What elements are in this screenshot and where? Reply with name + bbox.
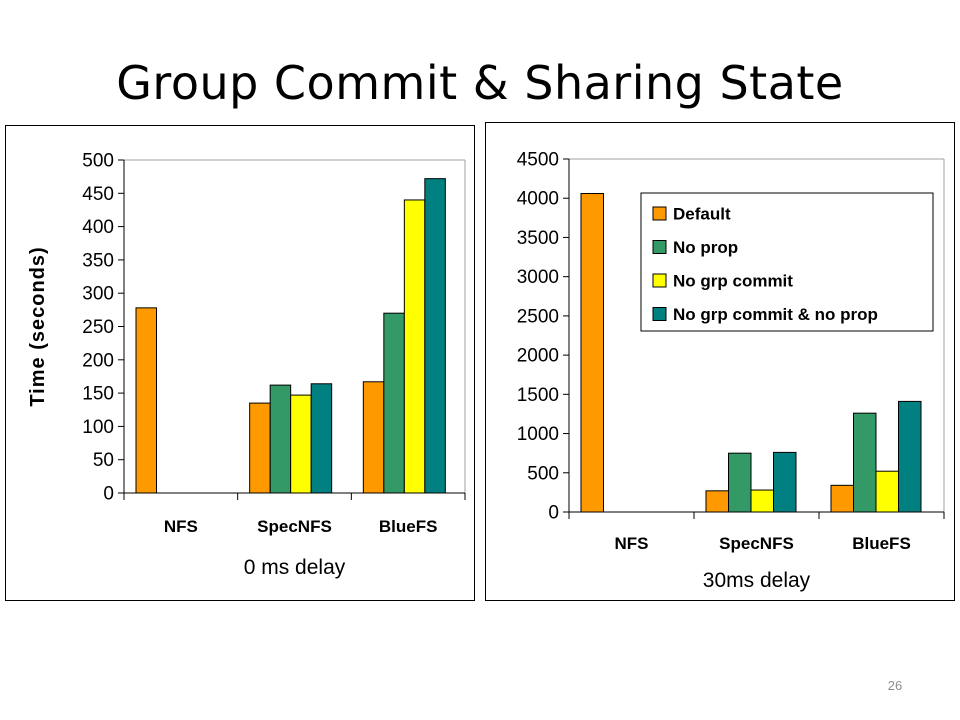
chart1-bar-specnfs-no-grp-commit — [290, 394, 312, 494]
chart2-bar-specnfs-no-prop — [728, 452, 752, 513]
chart2-bar-specnfs-default — [705, 490, 729, 513]
chart1-y-tick-label: 200 — [82, 350, 114, 371]
chart2-category-label-bluefs: BlueFS — [852, 534, 911, 553]
chart2-bar-bluefs-default — [830, 484, 854, 513]
chart2-y-tick-label: 2500 — [517, 306, 559, 327]
chart1-y-tick-label: 100 — [82, 417, 114, 438]
chart2-legend-label-no-grp-commit-no-prop: No grp commit & no prop — [673, 305, 878, 324]
chart2-bar-specnfs-no-grp-commit-no-prop — [773, 451, 797, 513]
chart2-legend-swatch-default — [652, 206, 667, 221]
chart1-bar-bluefs-no-grp-commit — [403, 199, 426, 494]
chart-0ms-delay-svg: 0 50 100 150 200 250 300 350 400 450 500 NFS SpecNFS… — [27, 151, 466, 579]
chart2-bar-bluefs-no-grp-commit-no-prop — [898, 400, 922, 513]
chart-30ms-delay-svg: 0 500 1000 1500 2000 2500 3000 3500 4000 4500 NFS S… — [517, 150, 945, 592]
chart1-y-tick-label: 300 — [82, 284, 114, 305]
slide-number: 26 — [887, 678, 903, 693]
chart1-y-tick-label: 450 — [82, 184, 114, 205]
chart2-category-label-specnfs: SpecNFS — [719, 534, 794, 553]
chart2-y-tick-label: 0 — [548, 503, 559, 524]
chart2-y-tick-label: 500 — [527, 463, 559, 484]
chart2-legend-label-no-grp-commit: No grp commit — [673, 272, 793, 291]
chart1-y-tick-label: 150 — [82, 384, 114, 405]
chart1-y-axis-label: Time (seconds) — [27, 246, 49, 406]
chart1-subtitle: 0 ms delay — [244, 556, 346, 579]
chart1-bar-specnfs-default — [249, 402, 271, 494]
chart-0ms-delay: 0 50 100 150 200 250 300 350 400 450 500 NFS SpecNFS… — [5, 125, 475, 601]
chart2-legend-label-default: Default — [673, 205, 731, 224]
chart2-y-tick-label: 3000 — [517, 267, 559, 288]
chart1-category-label-bluefs: BlueFS — [379, 517, 438, 536]
chart1-bar-nfs-default — [135, 307, 157, 494]
chart1-bar-bluefs-default — [362, 381, 385, 494]
chart1-y-tick-label: 250 — [82, 317, 114, 338]
chart-30ms-delay: 0 500 1000 1500 2000 2500 3000 3500 4000 4500 NFS S… — [485, 122, 955, 601]
slide-title: Group Commit & Sharing State — [116, 56, 844, 110]
chart2-legend-swatch-no-grp-commit-no-prop — [652, 307, 667, 321]
chart1-category-label-nfs: NFS — [164, 517, 198, 536]
chart2-legend — [640, 192, 934, 332]
chart1-bar-bluefs-no-grp-commit-no-prop — [424, 178, 446, 494]
chart2-subtitle: 30ms delay — [703, 569, 811, 592]
chart2-bar-nfs-default — [580, 193, 604, 513]
chart2-y-tick-label: 4500 — [517, 150, 559, 171]
chart1-category-label-specnfs: SpecNFS — [257, 517, 332, 536]
chart2-legend-label-no-prop: No prop — [673, 238, 738, 257]
chart1-y-tick-label: 50 — [93, 450, 114, 471]
chart1-bar-specnfs-no-grp-commit-no-prop — [310, 383, 333, 494]
chart2-legend-swatch-no-grp-commit — [652, 273, 667, 288]
chart2-bar-bluefs-no-grp-commit — [875, 470, 899, 513]
chart2-y-tick-label: 1500 — [517, 385, 559, 406]
chart1-bar-bluefs-no-prop — [383, 312, 405, 494]
chart2-legend-swatch-no-prop — [652, 240, 667, 254]
chart1-y-tick-label: 0 — [103, 484, 114, 505]
chart1-y-tick-label: 500 — [82, 151, 114, 172]
chart2-category-label-nfs: NFS — [615, 534, 649, 553]
chart1-bar-specnfs-no-prop — [269, 384, 292, 494]
chart1-y-tick-label: 350 — [82, 250, 114, 271]
chart2-y-tick-label: 2000 — [517, 346, 559, 367]
chart2-bar-bluefs-no-prop — [853, 412, 877, 513]
chart2-y-tick-label: 4000 — [517, 189, 559, 210]
chart2-y-tick-label: 1000 — [517, 424, 559, 445]
chart1-y-tick-label: 400 — [82, 217, 114, 238]
chart2-y-tick-label: 3500 — [517, 228, 559, 249]
chart2-bar-specnfs-no-grp-commit — [750, 489, 774, 513]
